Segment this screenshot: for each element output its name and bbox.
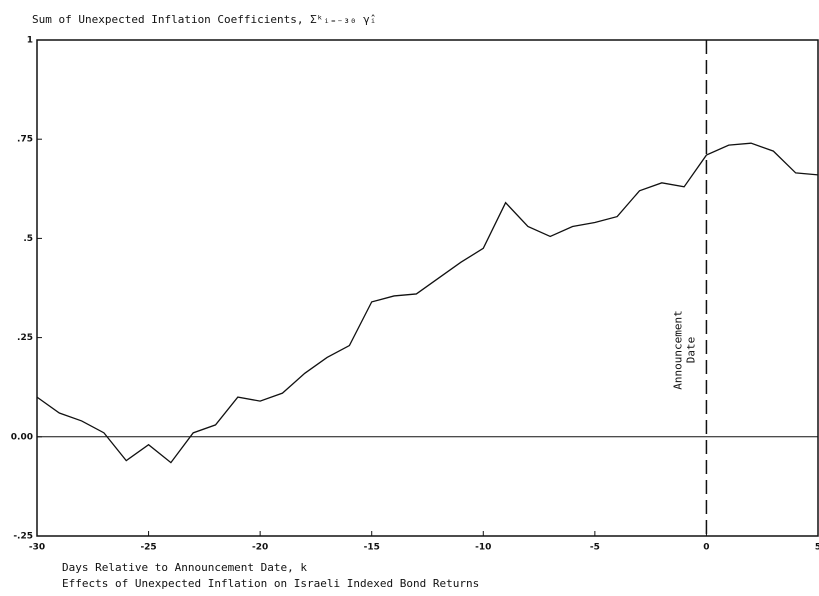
- y-tick-label: 0.00: [11, 432, 33, 442]
- y-tick-label: 1: [27, 36, 33, 46]
- x-tick-label: 5: [815, 543, 819, 553]
- x-tick-label: 0: [703, 543, 709, 553]
- caption: Effects of Unexpected Inflation on Israe…: [62, 577, 479, 590]
- annotation-text: Announcement: [671, 310, 684, 389]
- x-axis-label: Days Relative to Announcement Date, k: [62, 561, 307, 574]
- chart-title: Sum of Unexpected Inflation Coefficients…: [32, 13, 376, 26]
- x-tick-label: -20: [252, 543, 268, 553]
- x-tick-label: -15: [364, 543, 380, 553]
- plot-frame: [36, 39, 819, 537]
- y-tick-label: .75: [17, 135, 33, 145]
- x-tick-label: -5: [590, 543, 600, 553]
- y-tick-label: .5: [23, 234, 33, 244]
- data-line: [36, 142, 819, 464]
- y-tick-label: -.25: [13, 532, 33, 542]
- y-tick-label: .25: [17, 333, 33, 343]
- x-tick-label: -30: [29, 543, 45, 553]
- annotation-text: Date: [684, 337, 697, 364]
- x-tick-label: -25: [140, 543, 156, 553]
- x-tick-label: -10: [475, 543, 491, 553]
